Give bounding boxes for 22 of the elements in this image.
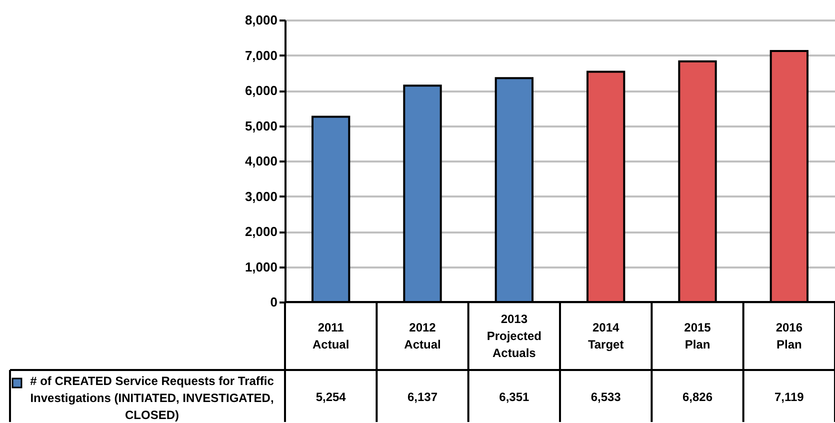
text: 7,119 [774,390,804,404]
x-tick-label: 2012 Actual [404,320,441,352]
text: 6,351 [499,390,530,404]
y-tick-label: 4,000 [244,154,278,168]
text: 5,254 [316,390,346,404]
x-tick-label: 2014 Target [588,320,624,352]
x-tick-label: 2013 Projected Actuals [486,312,542,360]
y-tick-label: 2,000 [244,224,278,239]
y-tick-label: 7,000 [244,48,278,63]
y-tick-label: 3,000 [244,188,278,204]
text: 6,826 [682,390,713,404]
y-tick-label: 8,000 [244,12,278,28]
text: 6,533 [590,390,621,404]
x-tick-label: 2011 Actual [312,320,350,352]
y-tick-label: 1,000 [244,259,278,274]
y-tick-label: 5,000 [244,118,278,134]
legend-label: # of CREATED Service Requests for Traffic Investigations (INITIATED, INVESTIGATED, CLOSED) [30,374,274,422]
y-tick-label: 6,000 [244,83,278,98]
x-tick-label: 2015 Plan [684,320,712,352]
text: 6,137 [407,390,438,404]
x-tick-label: 2016 Plan [776,320,803,352]
y-tick-label: 0 [270,294,278,310]
